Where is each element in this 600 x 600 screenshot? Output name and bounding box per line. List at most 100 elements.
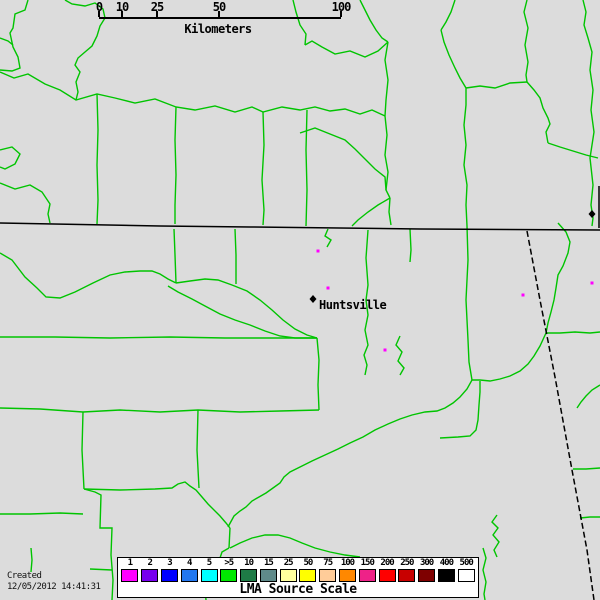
county-boundary-line bbox=[384, 41, 391, 199]
county-boundary-line bbox=[576, 384, 600, 409]
legend-entry: 300 bbox=[417, 558, 437, 582]
legend-entry-label: 15 bbox=[263, 558, 274, 568]
legend-entry-label: 150 bbox=[360, 558, 375, 568]
scale-bar-tick-label: 0 bbox=[95, 0, 103, 14]
county-boundary-line bbox=[0, 336, 317, 339]
county-boundary-line bbox=[261, 111, 265, 226]
county-boundary-line bbox=[174, 106, 177, 224]
county-boundary-line bbox=[81, 411, 85, 490]
scale-bar-tick bbox=[218, 11, 220, 17]
lma-source-dot bbox=[590, 281, 594, 285]
county-boundary-line bbox=[304, 40, 389, 58]
created-label: Created bbox=[7, 571, 42, 581]
legend-color-swatch bbox=[338, 569, 356, 582]
county-boundary-line bbox=[0, 407, 320, 413]
legend-color-swatch bbox=[398, 569, 416, 582]
county-boundary-line bbox=[229, 534, 361, 558]
legend-color-swatch bbox=[240, 569, 258, 582]
county-boundary-line bbox=[395, 335, 405, 376]
county-boundary-line bbox=[0, 512, 84, 515]
legend-color-swatch bbox=[299, 569, 317, 582]
county-boundary-line bbox=[582, 0, 595, 227]
county-boundary-line bbox=[0, 71, 386, 117]
county-boundary-line bbox=[0, 146, 21, 170]
county-boundary-line bbox=[0, 37, 14, 46]
county-boundary-line bbox=[0, 0, 29, 72]
legend-color-swatch bbox=[437, 569, 455, 582]
distance-scale-bar: 0 10 25 50 100 bbox=[0, 0, 600, 45]
legend-entry-label: >5 bbox=[224, 558, 234, 568]
legend-entry-label: 200 bbox=[380, 558, 394, 568]
legend-swatch-row: 1 2 3 4 5 >5 10 15 25 50 75 100 150 200 250 300 400 500 bbox=[118, 558, 478, 582]
legend-entry-label: 400 bbox=[439, 558, 454, 568]
scale-bar-tick bbox=[98, 11, 100, 17]
county-boundary-line bbox=[465, 81, 528, 89]
state-boundary-line bbox=[526, 230, 595, 600]
legend-color-swatch bbox=[279, 569, 297, 582]
legend-entry: >5 bbox=[219, 558, 239, 582]
county-boundary-line bbox=[439, 381, 481, 439]
legend-entry: 5 bbox=[199, 558, 219, 582]
county-boundary-line bbox=[573, 467, 600, 470]
legend-entry: 500 bbox=[456, 558, 476, 582]
county-boundary-line bbox=[388, 197, 392, 226]
legend-title: LMA Source Scale bbox=[239, 582, 357, 597]
legend-entry: 200 bbox=[377, 558, 397, 582]
county-boundary-line bbox=[30, 547, 33, 573]
county-boundary-line bbox=[491, 514, 500, 558]
city-diamond-marker bbox=[309, 295, 317, 303]
legend-entry: 400 bbox=[437, 558, 457, 582]
created-datetime: 12/05/2012 14:41:31 bbox=[7, 582, 101, 592]
legend-entry-label: 5 bbox=[206, 558, 212, 568]
county-boundary-line bbox=[440, 29, 468, 227]
county-boundary-line bbox=[96, 93, 99, 225]
legend-color-swatch bbox=[259, 569, 277, 582]
legend-entry: 15 bbox=[258, 558, 278, 582]
legend-entry-label: 75 bbox=[323, 558, 333, 568]
created-timestamp: Created 12/05/2012 14:41:31 bbox=[7, 571, 101, 593]
legend-entry: 250 bbox=[397, 558, 417, 582]
lma-source-dot bbox=[383, 348, 387, 352]
county-boundary-line bbox=[465, 225, 473, 381]
legend-entry-label: 3 bbox=[167, 558, 172, 568]
legend-entry: 100 bbox=[338, 558, 358, 582]
lma-source-dot bbox=[521, 293, 525, 297]
legend-entry: 2 bbox=[140, 558, 160, 582]
scale-bar-tick-label: 10 bbox=[115, 0, 129, 14]
county-boundary-line bbox=[351, 197, 391, 227]
legend-entry: 25 bbox=[278, 558, 298, 582]
county-boundary-line bbox=[89, 568, 113, 571]
county-boundary-line bbox=[299, 127, 387, 191]
legend-entry-label: 4 bbox=[187, 558, 192, 568]
county-boundary-line bbox=[167, 285, 317, 339]
county-boundary-line bbox=[228, 527, 231, 549]
legend-color-swatch bbox=[121, 569, 139, 582]
county-boundary-line bbox=[546, 331, 600, 334]
legend-entry: 3 bbox=[160, 558, 180, 582]
county-boundary-line bbox=[234, 228, 237, 284]
county-boundary-line bbox=[173, 228, 177, 284]
county-boundary-line bbox=[526, 81, 551, 144]
legend-color-swatch bbox=[418, 569, 436, 582]
county-boundary-line bbox=[359, 0, 389, 43]
scale-bar-line bbox=[99, 17, 341, 19]
legend-color-swatch bbox=[141, 569, 159, 582]
county-boundary-line bbox=[292, 0, 307, 46]
legend-entry-label: 10 bbox=[244, 558, 254, 568]
county-boundary-line bbox=[579, 516, 600, 519]
legend-entry-label: 300 bbox=[419, 558, 434, 568]
scale-bar-tick-label: 50 bbox=[212, 0, 226, 14]
county-boundary-line bbox=[196, 409, 200, 489]
scale-bar-tick-label: 25 bbox=[150, 0, 164, 14]
legend-color-swatch bbox=[200, 569, 218, 582]
legend-entry: 1 bbox=[120, 558, 140, 582]
county-boundary-line bbox=[0, 182, 51, 224]
scale-bar-tick bbox=[340, 11, 342, 17]
legend-color-swatch bbox=[160, 569, 178, 582]
lma-source-dot bbox=[316, 249, 320, 253]
legend-color-swatch bbox=[180, 569, 198, 582]
legend-entry-label: 25 bbox=[283, 558, 294, 568]
county-boundary-line bbox=[227, 332, 547, 528]
county-boundary-line bbox=[324, 228, 332, 248]
